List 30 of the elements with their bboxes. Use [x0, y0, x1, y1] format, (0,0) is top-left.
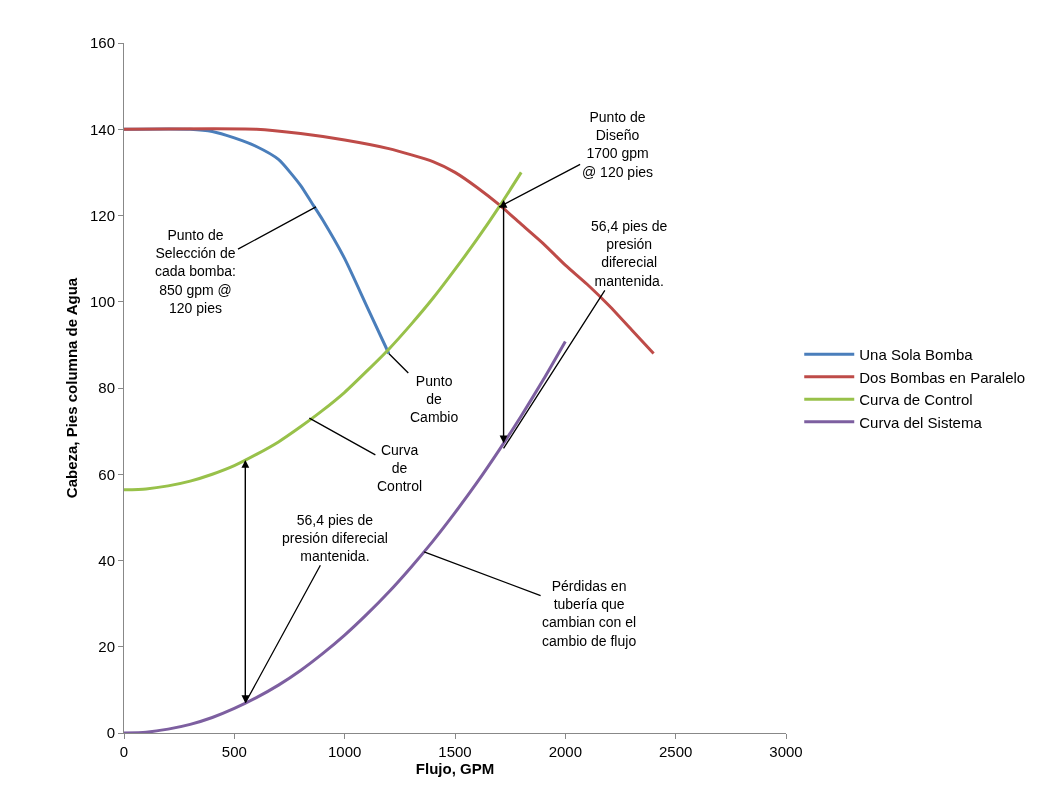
annotation: Punto de Diseño 1700 gpm @ 120 pies — [582, 109, 654, 180]
annotation: Punto de Cambio — [410, 373, 459, 426]
legend-label: Curva de Control — [859, 391, 973, 409]
legend-label: Dos Bombas en Paralelo — [859, 368, 1026, 386]
x-tick-label: 3000 — [769, 743, 803, 760]
y-tick-label: 20 — [98, 638, 115, 655]
y-tick-label: 140 — [89, 120, 115, 138]
annotation: Punto de Selección de cada bomba: 850 gpm @ 120 pies — [155, 227, 236, 316]
x-axis-title: Flujo, GPM — [415, 760, 495, 777]
x-tick-label: 1000 — [327, 743, 362, 760]
x-tick-label: 2000 — [548, 743, 583, 760]
y-tick-label: 60 — [98, 465, 115, 483]
legend-label: Curva del Sistema — [859, 413, 983, 431]
annotation: 56,4 pies de presión diferecial mantenida. — [282, 512, 388, 565]
line-series — [124, 170, 523, 492]
x-tick-label: 0 — [119, 743, 129, 760]
y-tick-label: 0 — [106, 724, 115, 742]
y-tick-label: 100 — [89, 293, 115, 310]
x-tick-label: 500 — [221, 743, 247, 760]
y-tick-label: 80 — [98, 379, 115, 397]
annotation: 56,4 pies de presión diferecial mantenida. — [591, 218, 668, 289]
y-tick-label: 120 — [89, 206, 115, 224]
x-tick-label: 1500 — [438, 743, 472, 760]
y-tick-label: 40 — [98, 551, 115, 569]
y-tick-label: 160 — [89, 34, 115, 52]
legend-label: Una Sola Bomba — [859, 346, 974, 364]
annotation: Pérdidas en tubería que cambian con el cambio de flujo — [542, 578, 637, 649]
x-tick-label: 2500 — [658, 743, 693, 760]
annotation: Curva de Control — [377, 442, 423, 495]
y-axis-title: Cabeza, Pies columna de Agua — [63, 277, 81, 499]
